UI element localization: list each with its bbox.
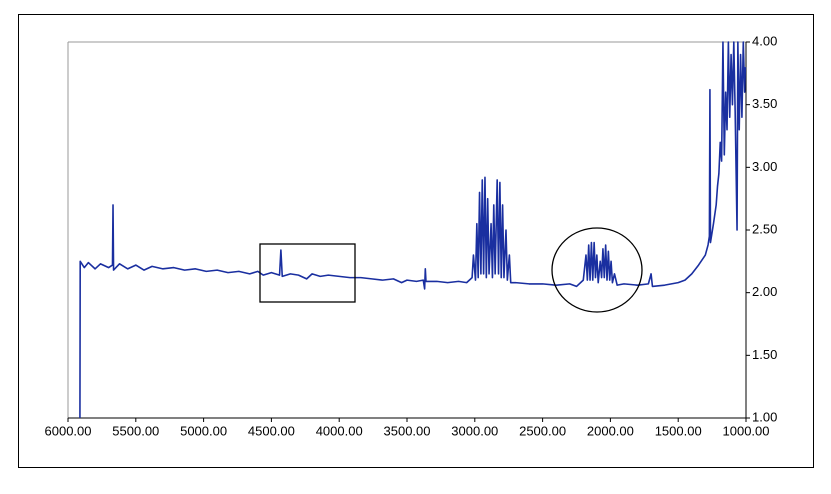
- y-tick-label: 3.50: [752, 96, 777, 111]
- highlight-circle: [551, 227, 643, 313]
- y-tick-label: 1.50: [752, 347, 777, 362]
- x-tick-label: 2000.00: [587, 423, 634, 438]
- x-tick-label: 3500.00: [384, 423, 431, 438]
- x-tick-label: 4500.00: [248, 423, 295, 438]
- y-tick-label: 2.00: [752, 284, 777, 299]
- x-tick-label: 1000.00: [723, 423, 770, 438]
- y-tick-label: 4.00: [752, 33, 777, 48]
- y-tick-label: 3.00: [752, 159, 777, 174]
- highlight-box: [259, 243, 356, 303]
- x-tick-label: 3000.00: [451, 423, 498, 438]
- x-tick-label: 5000.00: [180, 423, 227, 438]
- x-tick-label: 2500.00: [519, 423, 566, 438]
- x-tick-label: 5500.00: [112, 423, 159, 438]
- x-tick-label: 1500.00: [655, 423, 702, 438]
- spectrum-line: [79, 41, 747, 419]
- frame: [18, 14, 814, 468]
- y-tick-label: 2.50: [752, 221, 777, 236]
- y-tick-label: 1.00: [752, 409, 777, 424]
- x-tick-label: 4000.00: [316, 423, 363, 438]
- x-tick-label: 6000.00: [45, 423, 92, 438]
